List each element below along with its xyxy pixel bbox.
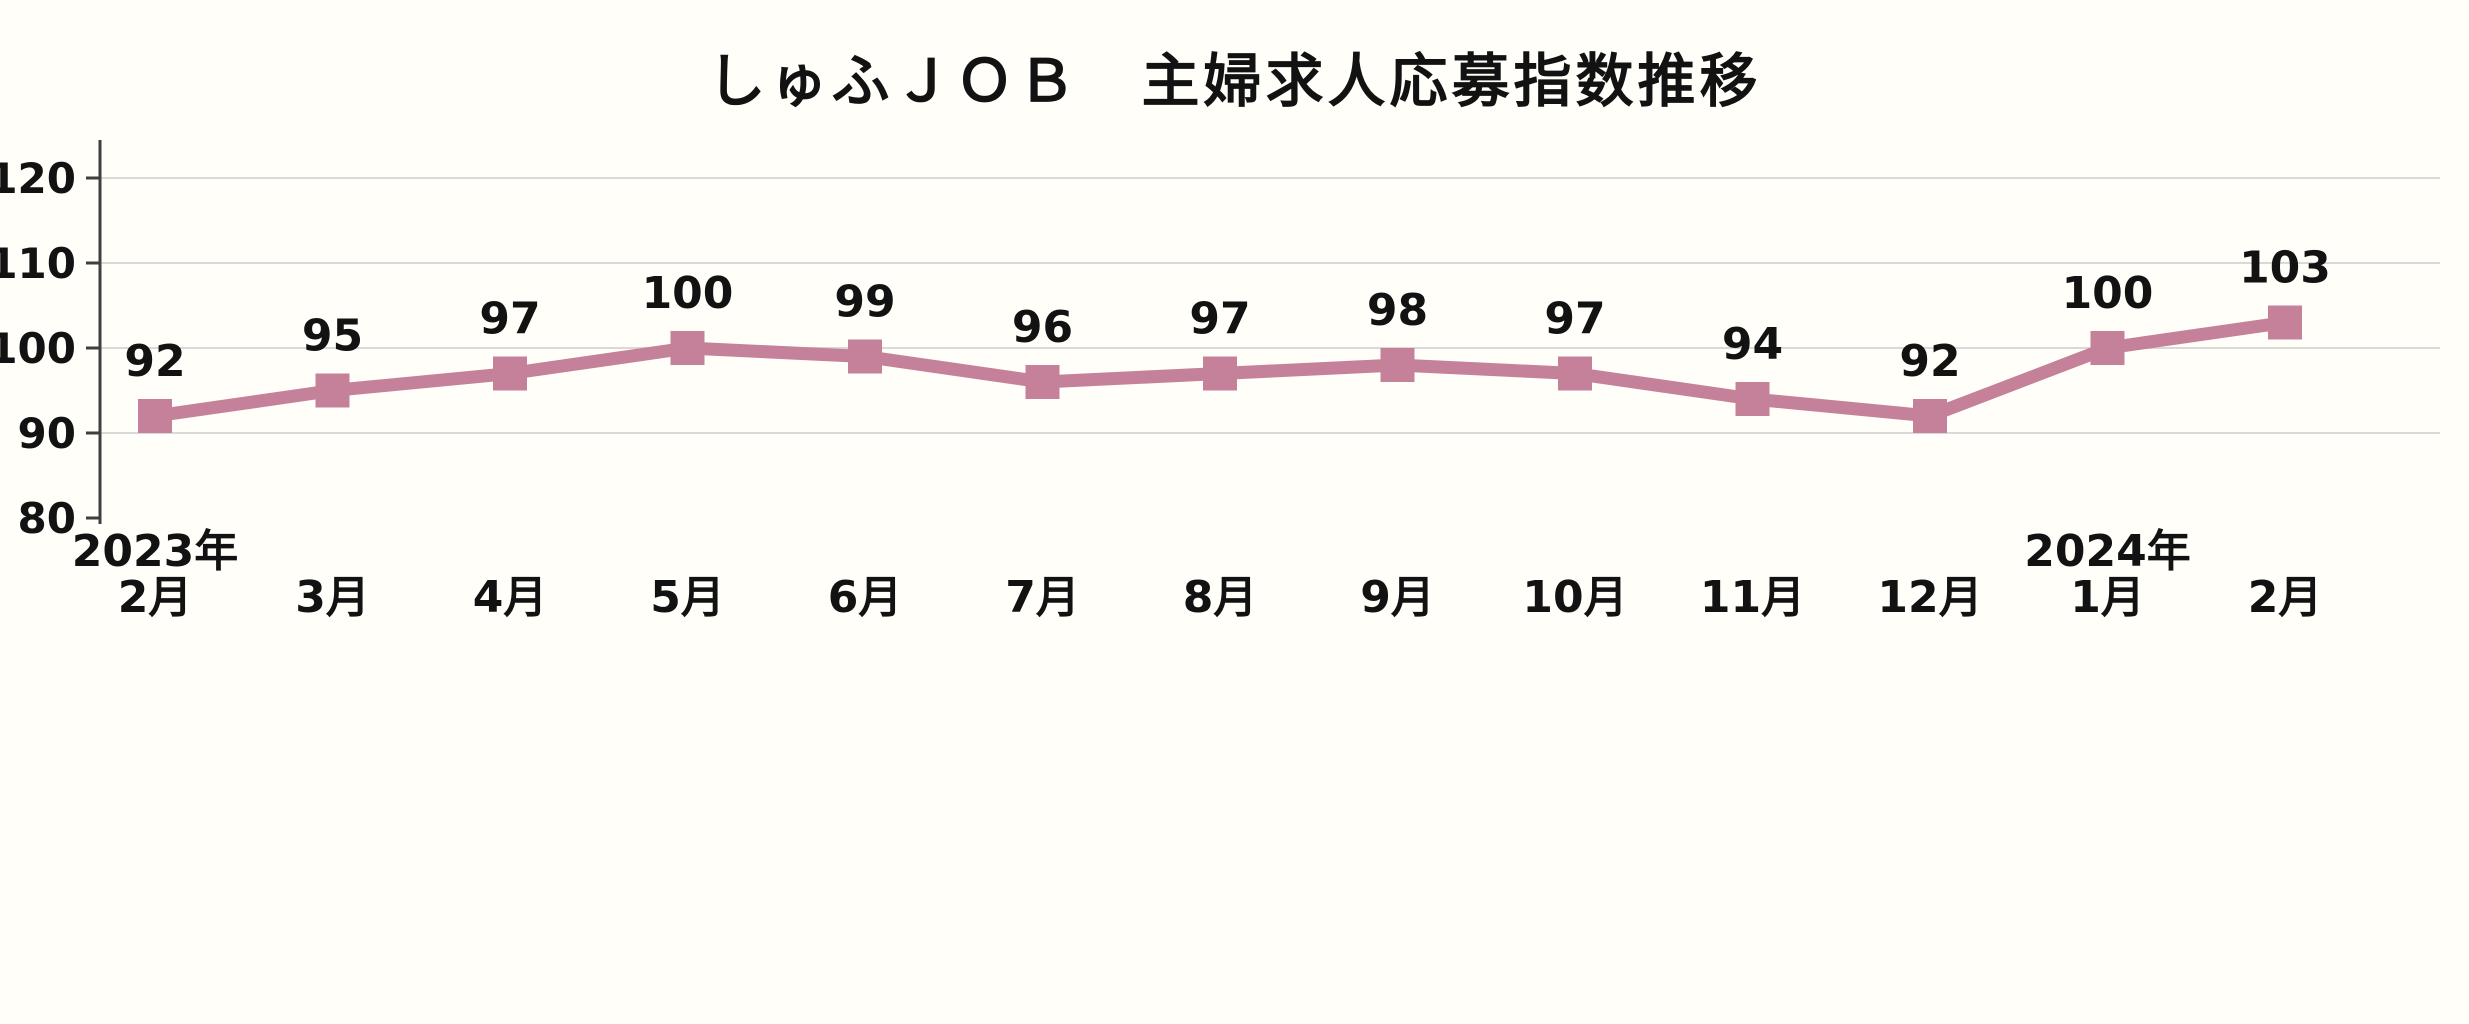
data-point-marker <box>1203 356 1237 391</box>
data-label: 95 <box>302 311 363 362</box>
year-label: 2023年 <box>72 526 238 577</box>
data-point-marker <box>315 373 350 408</box>
x-tick-label: 3月 <box>295 572 370 623</box>
data-point-marker <box>493 356 527 391</box>
x-tick-label: 9月 <box>1360 572 1435 623</box>
data-label: 99 <box>834 277 895 328</box>
y-tick-label: 80 <box>18 494 76 543</box>
data-point-marker <box>1380 348 1415 382</box>
data-label: 92 <box>1899 336 1960 387</box>
x-tick-label: 10月 <box>1522 572 1627 623</box>
data-point-marker <box>670 331 705 365</box>
data-label: 100 <box>2062 268 2154 319</box>
data-point-marker <box>2090 331 2125 365</box>
y-tick-label: 120 <box>0 154 76 203</box>
y-tick-label: 110 <box>0 239 76 288</box>
x-tick-label: 8月 <box>1183 572 1258 623</box>
chart-title: しゅふＪＯＢ 主婦求人応募指数推移 <box>707 47 1762 115</box>
x-tick-label: 12月 <box>1877 572 1982 623</box>
data-point-marker <box>1735 382 1770 416</box>
x-tick-label: 1月 <box>2070 572 2145 623</box>
x-tick-label: 2月 <box>2248 572 2323 623</box>
data-label: 100 <box>642 268 734 319</box>
data-label: 92 <box>124 336 185 387</box>
x-tick-label: 4月 <box>473 572 548 623</box>
x-tick-label: 2月 <box>118 572 193 623</box>
x-tick-label: 5月 <box>650 572 725 623</box>
y-tick-label: 90 <box>18 409 76 458</box>
x-tick-label: 11月 <box>1700 572 1805 623</box>
x-tick-label: 7月 <box>1005 572 1080 623</box>
data-point-marker <box>2268 305 2302 340</box>
data-label: 103 <box>2239 243 2331 294</box>
x-tick-label: 6月 <box>828 572 903 623</box>
data-point-marker <box>1025 365 1060 399</box>
data-point-marker <box>848 339 882 374</box>
year-label: 2024年 <box>2024 526 2190 577</box>
data-label: 97 <box>1544 294 1605 345</box>
data-point-marker <box>1913 399 1947 433</box>
data-label: 97 <box>479 294 540 345</box>
data-point-marker <box>138 399 172 433</box>
data-point-marker <box>1558 356 1592 391</box>
data-label: 98 <box>1367 285 1428 336</box>
data-label: 94 <box>1722 319 1783 370</box>
data-label: 96 <box>1012 302 1073 353</box>
data-label: 97 <box>1189 294 1250 345</box>
y-tick-label: 100 <box>0 324 76 373</box>
